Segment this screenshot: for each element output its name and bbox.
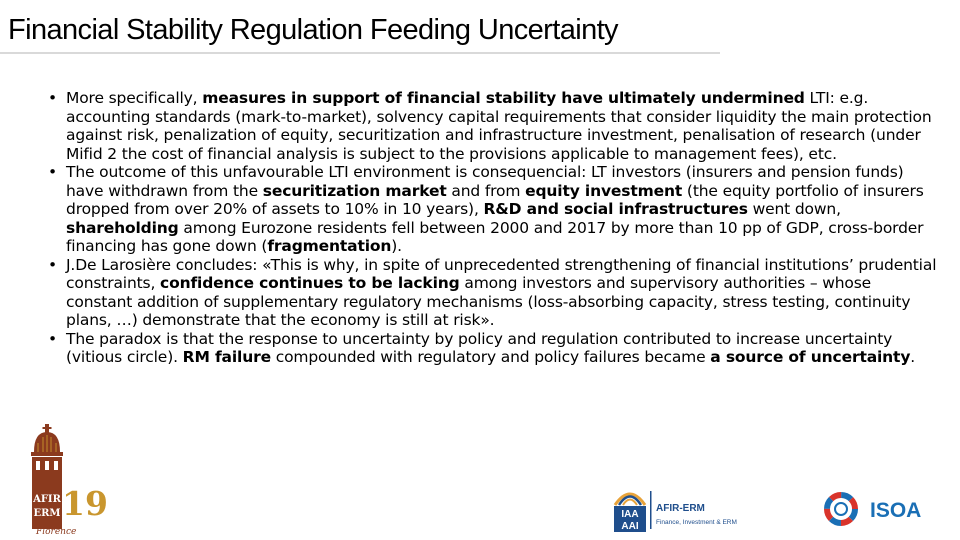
bullet-emphasis: a source of uncertainty — [710, 348, 911, 366]
bullet-emphasis: fragmentation — [267, 237, 392, 255]
bullet-text: More specifically, — [66, 89, 203, 107]
bullet-text: among Eurozone residents fell between 20… — [66, 218, 924, 256]
afir-erm-text: AFIR-ERM — [656, 503, 705, 514]
bullet-text: ). — [391, 237, 402, 255]
afir-erm-florence-logo: AFIR ERM 19 Florence — [31, 424, 108, 536]
bullet-item: More specifically, measures in support o… — [48, 89, 938, 163]
bullet-text: LTI: e.g. accounting standards (mark-to-… — [66, 89, 932, 163]
city-text: Florence — [35, 527, 76, 536]
bullet-list: More specifically, measures in support o… — [48, 89, 938, 367]
bullet-item: The paradox is that the response to unce… — [48, 330, 938, 367]
year-text: 19 — [62, 484, 108, 523]
aai-mark-text: AAI — [621, 521, 638, 532]
bullet-emphasis: shareholding — [66, 218, 179, 237]
afir-text: AFIR — [32, 494, 62, 505]
bullet-emphasis: measures in support of financial stabili… — [202, 89, 805, 107]
bullet-text: The outcome of this unfavourable LTI env… — [66, 163, 904, 200]
bullet-text: J.De Larosière concludes: «This is why, … — [66, 255, 937, 293]
erm-text: ERM — [33, 508, 60, 519]
slide-title: Financial Stability Regulation Feeding U… — [8, 14, 619, 46]
bullet-text: The paradox is that the response to unce… — [66, 329, 893, 367]
isoa-emblem-icon — [824, 492, 858, 526]
isoa-text: ISOA — [870, 499, 921, 522]
iaa-afir-erm-logo: IAA AAI AFIR-ERM Finance, Investment & E… — [613, 491, 737, 532]
logo-divider — [650, 491, 652, 529]
bullet-text: (the equity portfolio of insurers droppe… — [66, 181, 924, 219]
bullet-emphasis: confidence continues to be lacking — [160, 274, 460, 292]
dome-icon — [31, 424, 63, 485]
bullet-emphasis: R&D and social infrastructures — [483, 200, 748, 218]
bullet-text: among investors and supervisory authorit… — [66, 274, 911, 329]
iaa-mark-text: IAA — [621, 509, 638, 520]
iaa-tagline: Finance, Investment & ERM — [656, 519, 737, 526]
bullet-text: and from — [446, 181, 526, 200]
bullet-text: compounded with regulatory and policy fa… — [270, 348, 711, 366]
bullet-emphasis: securitization market — [262, 181, 447, 200]
bullet-item: J.De Larosière concludes: «This is why, … — [48, 256, 938, 330]
bullet-text: went down, — [747, 200, 841, 218]
bullet-text: . — [910, 348, 916, 366]
bullet-emphasis: equity investment — [525, 181, 683, 200]
isoa-logo: ISOA — [824, 492, 921, 526]
bullet-item: The outcome of this unfavourable LTI env… — [48, 163, 938, 256]
title-underline — [0, 52, 720, 54]
iaa-emblem-icon — [613, 492, 647, 532]
bullet-emphasis: RM failure — [182, 348, 271, 366]
